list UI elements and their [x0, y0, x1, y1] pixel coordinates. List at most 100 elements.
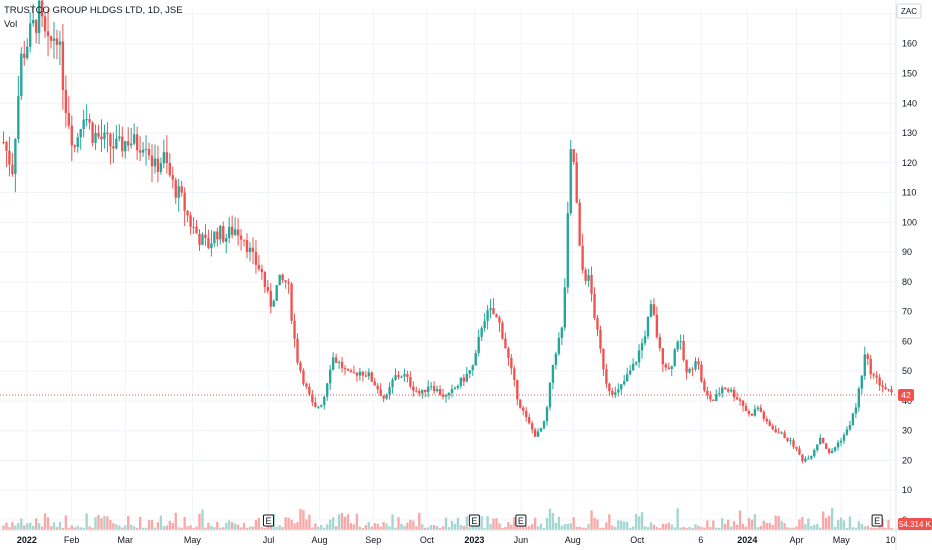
candle-body [391, 379, 394, 388]
candle-body [554, 353, 558, 365]
volume-bar [323, 527, 326, 530]
candle-body [427, 386, 430, 393]
candle-body [121, 136, 124, 152]
x-tick-label: May [833, 535, 851, 545]
candle-body [655, 314, 659, 337]
candle-body [465, 373, 468, 382]
candle-body [827, 448, 831, 453]
candle-body [385, 394, 388, 399]
earnings-marker[interactable]: E [468, 514, 480, 527]
volume-bar [759, 525, 763, 530]
candle-body [685, 360, 688, 373]
volume-bar [783, 523, 786, 530]
volume-bar [180, 527, 183, 530]
x-tick-label: Mar [118, 535, 134, 545]
volume-bar [37, 523, 41, 530]
volume-bar [593, 517, 596, 530]
volume-bar [709, 527, 712, 530]
volume-bar [688, 526, 691, 530]
grid-layer [0, 8, 895, 521]
volume-bar [774, 515, 777, 530]
volume-bar [79, 527, 82, 530]
volume-bar [673, 527, 676, 530]
volume-bar [628, 527, 632, 530]
candle-body [783, 432, 786, 438]
candle-body [833, 447, 837, 451]
volume-bar [887, 519, 890, 530]
candle-body [272, 300, 275, 307]
candle-body [278, 274, 281, 286]
volume-bar [275, 526, 278, 530]
candle-body [626, 374, 629, 382]
candle-body [854, 407, 858, 414]
x-tick-label: Apr [790, 535, 804, 545]
candle-body [239, 235, 243, 240]
candle-body [533, 429, 537, 437]
candle-body [762, 411, 765, 419]
currency-label: ZAC [901, 7, 917, 16]
candle-body [14, 139, 17, 174]
candle-body [162, 152, 166, 164]
volume-bar [340, 513, 344, 530]
candle-body [747, 410, 751, 414]
candle-body [2, 141, 5, 143]
candle-body [640, 343, 644, 351]
candle-body [866, 354, 869, 359]
candle-body [403, 374, 406, 377]
volume-bar [373, 523, 376, 530]
volume-bar [355, 513, 359, 530]
volume-bar [827, 515, 831, 530]
earnings-marker-label: E [518, 516, 524, 526]
volume-bar [670, 524, 673, 530]
volume-bar [216, 521, 219, 530]
candle-body [599, 329, 602, 349]
candle-body [189, 215, 192, 227]
candle-body [611, 390, 614, 395]
volume-bar [566, 523, 569, 530]
candle-body [138, 150, 142, 153]
candle-body [878, 377, 881, 386]
candle-body [486, 310, 489, 321]
volume-bar [884, 527, 887, 530]
earnings-marker[interactable]: E [263, 514, 274, 527]
volume-bar [112, 523, 115, 530]
volume-bar [557, 516, 561, 530]
volume-bar [32, 525, 35, 530]
volume-bar [694, 524, 697, 530]
candle-body [299, 362, 302, 371]
volume-bar [346, 514, 350, 530]
volume-bar [691, 527, 694, 530]
candle-body [670, 366, 673, 369]
volume-bar [165, 525, 169, 530]
volume-layer [2, 508, 893, 530]
candle-body [317, 406, 320, 408]
volume-bar [703, 527, 706, 530]
candle-body [233, 229, 237, 235]
time-axis[interactable]: 2022 Feb Mar May Jul Aug Sep Oct 2023 Jun Aug Oct 6 2… [0, 529, 932, 545]
volume-bar [819, 527, 822, 530]
y-tick-label: 80 [902, 277, 912, 287]
currency-badge[interactable] [896, 3, 922, 19]
earnings-marker[interactable]: E [871, 514, 883, 527]
candle-body [851, 413, 855, 426]
volume-bar [233, 523, 237, 530]
x-tick-label: 2024 [737, 535, 757, 545]
volume-bar [732, 521, 736, 530]
volume-bar [724, 523, 727, 530]
candle-body [744, 405, 748, 411]
earnings-marker[interactable]: E [515, 514, 527, 527]
candle-body [349, 370, 353, 373]
volume-bar [765, 522, 768, 530]
volume-bar [536, 526, 540, 530]
candle-body [432, 386, 436, 392]
volume-bar [735, 524, 739, 530]
volume-bar [183, 516, 186, 530]
candle-body [100, 136, 103, 140]
candle-body [471, 365, 474, 371]
candle-body [275, 285, 278, 301]
candle-body [729, 389, 733, 392]
volume-bar [156, 522, 160, 530]
candle-body [61, 41, 65, 91]
